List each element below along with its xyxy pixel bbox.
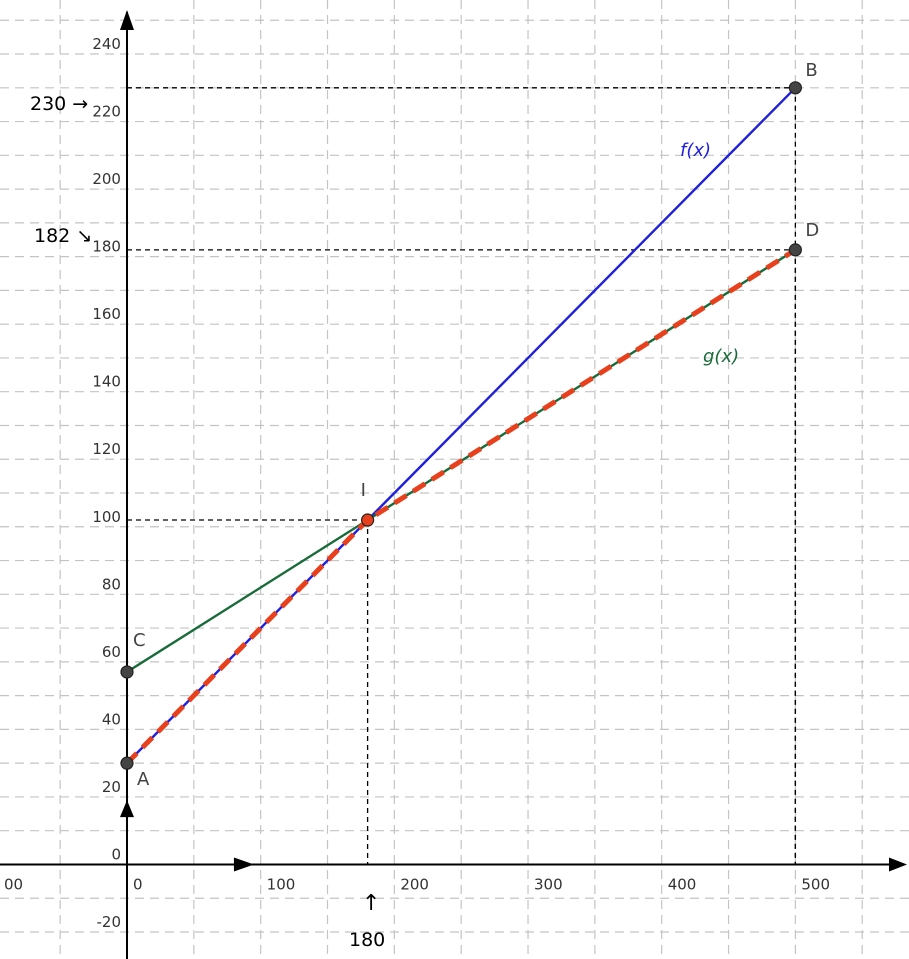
g-label: g(x) — [703, 346, 739, 367]
points — [120, 81, 802, 770]
y-tick-label: 80 — [102, 575, 121, 593]
point-i — [361, 513, 375, 527]
x-axis-mid-arrow — [233, 857, 254, 872]
point-b — [788, 81, 802, 95]
y-axis-mid-arrow — [119, 800, 134, 818]
y-tick-label: 220 — [92, 103, 121, 121]
y-tick-label: 180 — [92, 238, 121, 256]
y-tick-label: 120 — [92, 440, 121, 458]
y-tick-label: 60 — [102, 643, 121, 661]
tick-labels: 00 0 100 200 300 400 500-200204060801001201401… — [4, 35, 830, 931]
x-tick-label: 200 — [400, 875, 429, 893]
point-d — [788, 243, 802, 257]
axes — [0, 10, 907, 959]
point-c — [120, 665, 134, 679]
point-label-d: D — [805, 220, 819, 241]
x-tick-label: 500 — [801, 875, 830, 893]
point-label-a: A — [137, 769, 150, 790]
point-label-c: C — [133, 630, 146, 651]
y-tick-label: 140 — [92, 373, 121, 391]
y-axis-arrow — [119, 10, 134, 30]
y-tick-label: 0 — [111, 845, 121, 863]
guide-lines — [126, 87, 797, 865]
x-tick-label: 00 — [4, 875, 23, 893]
x-tick-label: 100 — [267, 875, 296, 893]
annotation-180: 180 — [349, 929, 385, 951]
x-tick-label: 400 — [668, 875, 697, 893]
y-tick-label: 100 — [92, 508, 121, 526]
f-label: f(x) — [680, 140, 711, 161]
y-tick-label: 20 — [102, 778, 121, 796]
minimum-dashed-line — [125, 247, 797, 765]
point-a — [120, 756, 134, 770]
y-tick-label: 160 — [92, 305, 121, 323]
annotation-230: 230 → — [30, 93, 88, 115]
point-label-i: I — [361, 480, 366, 501]
annotation-arrow-180: ↑ — [362, 891, 380, 916]
y-tick-label: 40 — [102, 710, 121, 728]
y-tick-label: -20 — [96, 913, 121, 931]
y-tick-label: 200 — [92, 170, 121, 188]
y-tick-label: 240 — [92, 35, 121, 53]
x-axis-arrow — [889, 857, 907, 872]
annotation-182: 182 ↘ — [34, 225, 92, 247]
point-label-b: B — [805, 60, 817, 81]
labels: f(x) g(x) 230 → 182 ↘ ↑ 180 A B C D I — [30, 60, 819, 951]
x-tick-label: 0 — [133, 875, 143, 893]
x-tick-label: 300 — [534, 875, 563, 893]
